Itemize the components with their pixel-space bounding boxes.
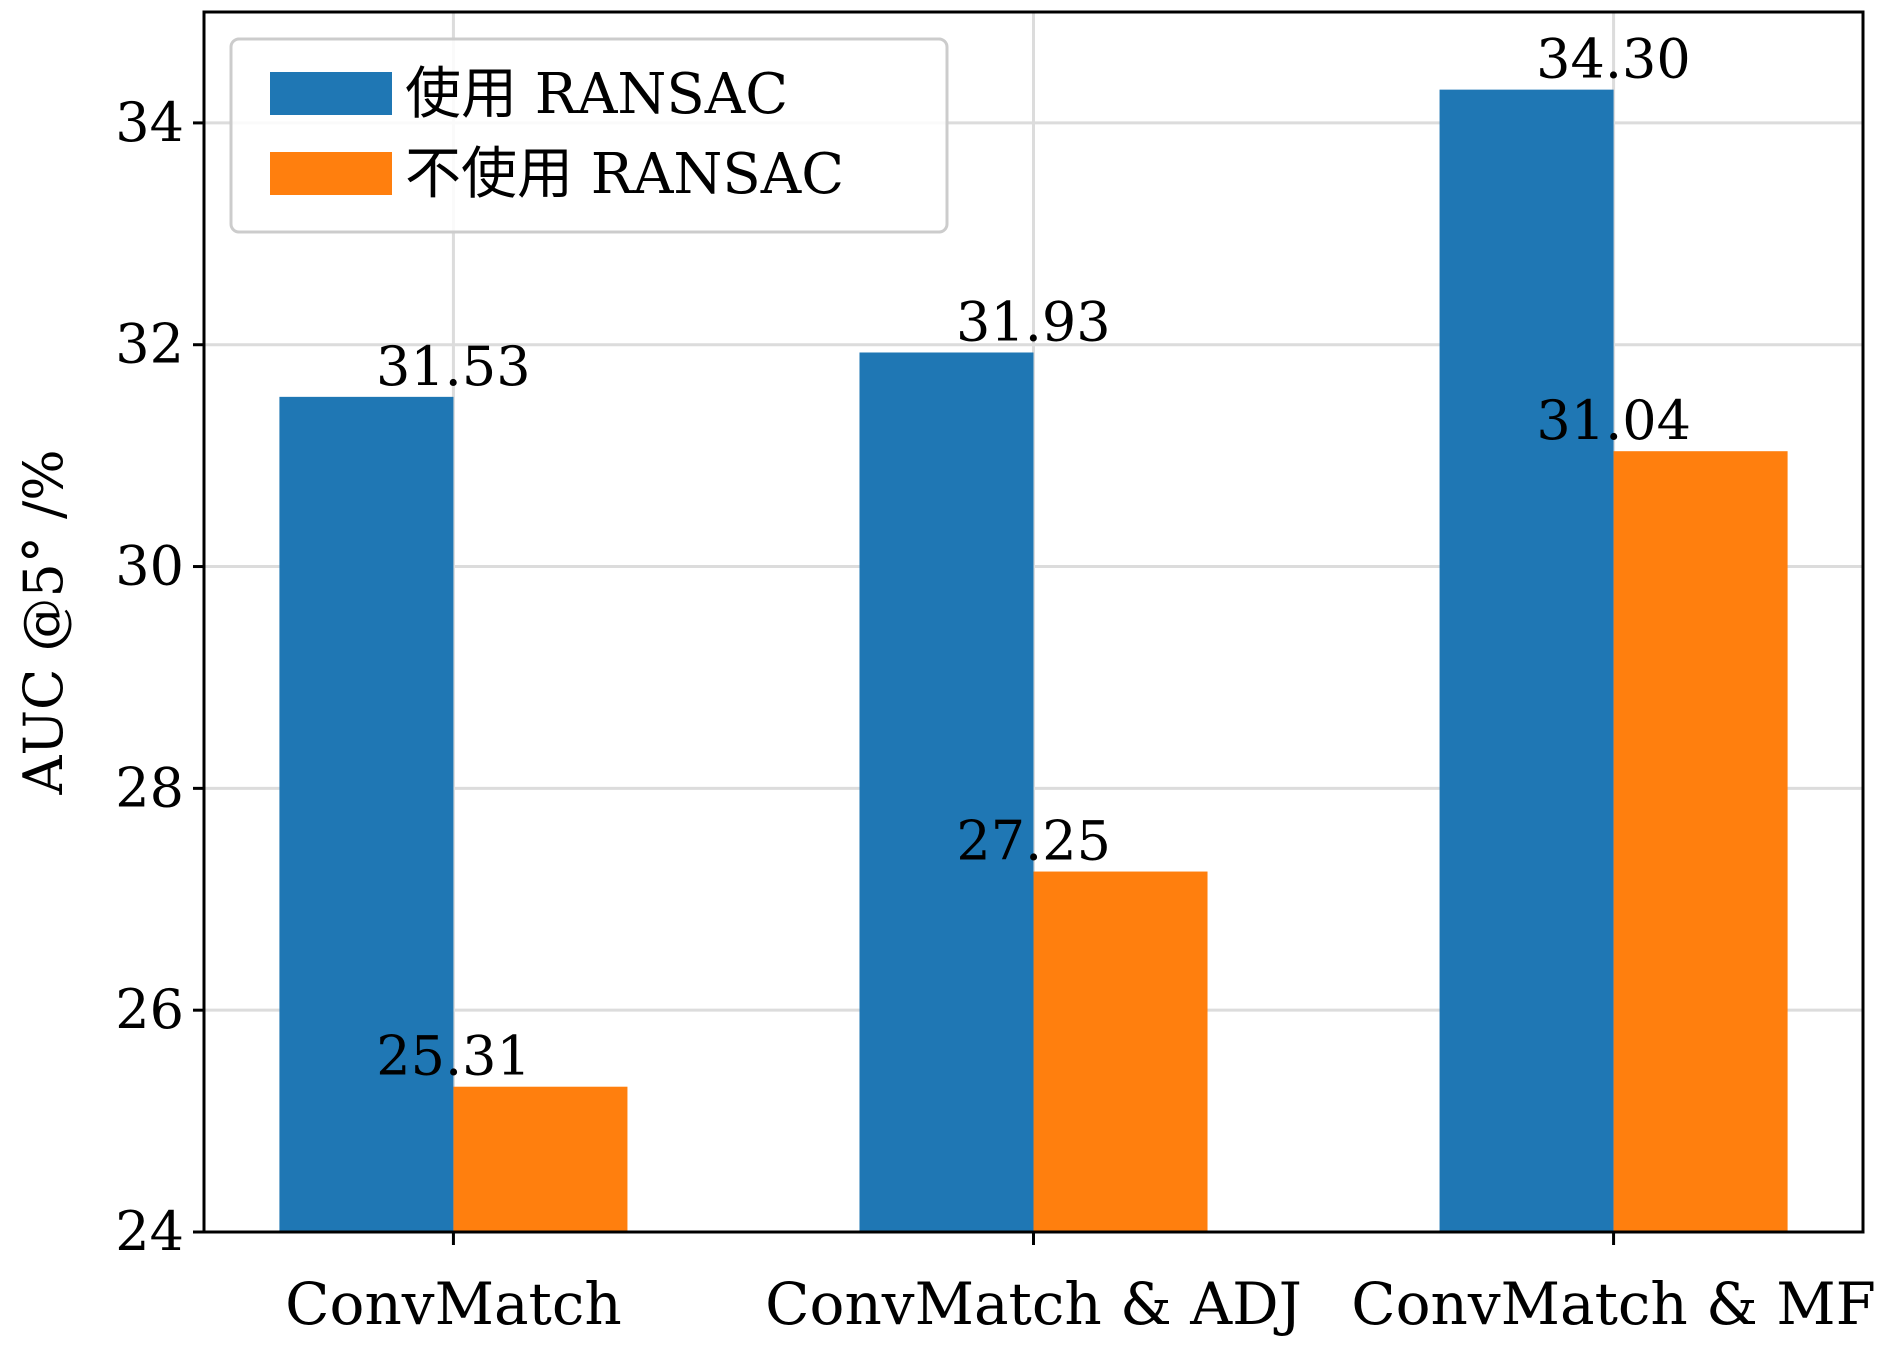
legend-label-with-ransac: 使用 RANSAC (405, 62, 788, 127)
x-tick-label: ConvMatch & MF (1351, 1270, 1876, 1338)
x-tick-label: ConvMatch (285, 1270, 622, 1338)
legend: 使用 RANSAC 不使用 RANSAC (229, 37, 949, 234)
data-labels: 31.53 31.93 34.30 25.31 27.25 31.04 (376, 28, 1691, 1088)
legend-frame (229, 37, 949, 234)
legend-swatch-without-ransac (270, 152, 392, 195)
bars (279, 89, 1788, 1233)
y-tick-label: 32 (115, 313, 184, 376)
legend-swatch-with-ransac (270, 72, 392, 115)
bar (453, 1086, 628, 1232)
y-tick-label: 34 (115, 91, 184, 154)
bar (279, 396, 454, 1232)
legend-label-without-ransac: 不使用 RANSAC (405, 142, 844, 207)
bar (859, 352, 1034, 1232)
y-tick-label: 26 (115, 978, 184, 1041)
bar-value-label: 31.93 (956, 290, 1111, 353)
bar-value-label: 31.53 (376, 335, 531, 398)
y-axis: 24 26 28 30 32 34 (115, 91, 204, 1263)
bar-value-label: 34.30 (1536, 28, 1691, 91)
bar (1033, 871, 1208, 1232)
bar-value-label: 27.25 (956, 810, 1111, 873)
y-tick-label: 24 (115, 1200, 184, 1263)
y-tick-label: 28 (115, 756, 184, 819)
bar-value-label: 31.04 (1536, 389, 1691, 452)
bar (1613, 451, 1788, 1232)
bar (1439, 89, 1614, 1233)
x-tick-label: ConvMatch & ADJ (765, 1270, 1302, 1338)
bar-value-label: 25.31 (376, 1025, 531, 1088)
x-axis: ConvMatch ConvMatch & ADJ ConvMatch & MF (285, 1232, 1876, 1338)
y-axis-label: AUC @5° /% (12, 449, 75, 795)
y-tick-label: 30 (115, 535, 184, 598)
